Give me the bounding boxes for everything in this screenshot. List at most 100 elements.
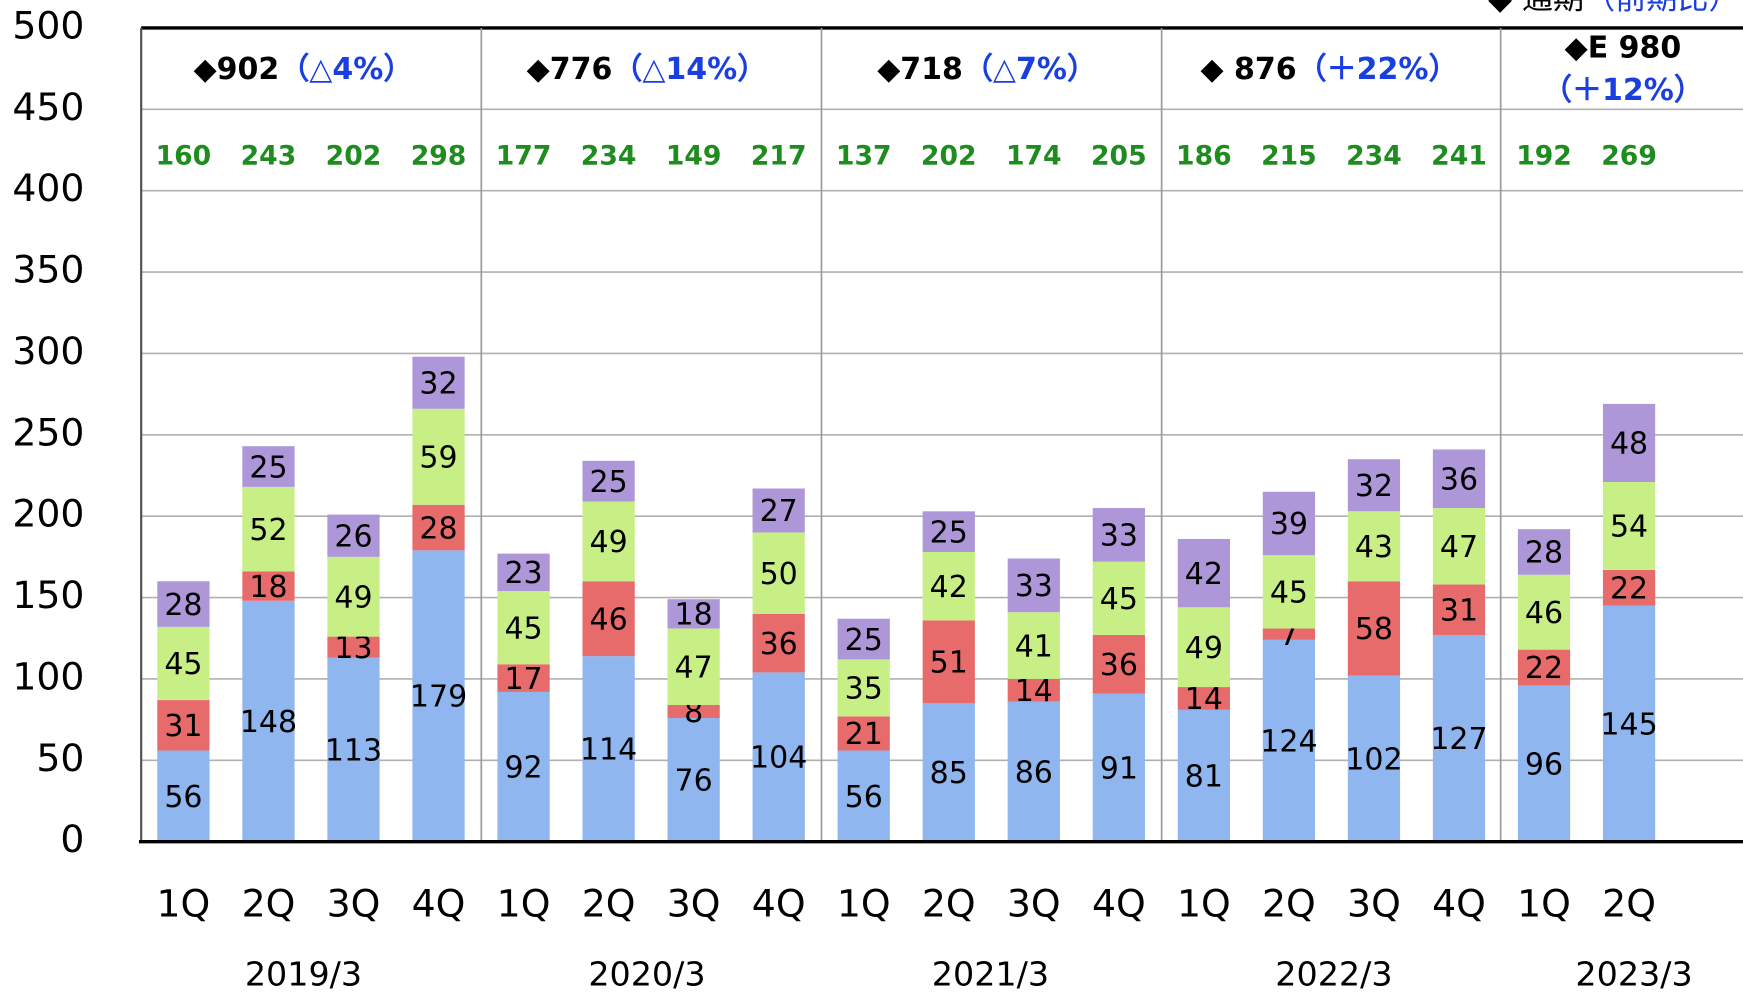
bar-segment [1347,511,1401,582]
annual-change: （＋22%） [1297,52,1459,87]
value-label: 22 [1610,572,1648,607]
bar-segment [667,599,720,629]
x-tick-label: 2Q [922,882,976,926]
annual-annotation: ◆776（△14%） [527,52,768,87]
value-label: 45 [1100,582,1138,617]
bar-segment [327,636,380,658]
value-label: 36 [1440,462,1478,497]
value-label: 91 [1100,751,1138,786]
annual-total: ◆ 876 [1201,52,1297,87]
total-label: 186 [1176,140,1232,171]
x-tick-label: 4Q [752,882,806,926]
header-note-marker: ◆ 通期 [1488,0,1584,17]
bar-segment [922,703,975,842]
bar-segment [837,750,890,842]
x-tick-label: 1Q [1517,882,1571,926]
x-tick-label: 3Q [1347,882,1401,926]
value-label: 13 [334,631,372,666]
annual-annotation: ◆718（△7%） [877,52,1097,87]
total-label: 241 [1431,140,1487,171]
bar-segment [1517,529,1571,575]
bar-segment [1177,687,1230,710]
y-tick-label: 500 [12,3,84,47]
value-label: 179 [410,680,467,715]
bar-segment [1347,581,1401,676]
annual-total: ◆718 [877,52,963,87]
value-label: 18 [249,570,287,605]
bar-segment [412,550,465,842]
bar-segment [412,356,465,409]
value-label: 17 [504,662,542,697]
value-label: 92 [504,751,542,786]
y-tick-label: 200 [12,492,84,536]
value-label: 81 [1185,759,1223,794]
value-label: 33 [1015,569,1053,604]
value-label: 114 [580,733,637,768]
bar-segment [922,551,975,621]
bar-segment [242,486,295,572]
value-label: 148 [240,705,297,740]
value-label: 14 [1015,674,1053,709]
bar-segment [837,716,890,751]
total-label: 174 [1006,140,1062,171]
bar-segment [1432,584,1486,635]
bar-segment [1007,678,1060,702]
total-label: 205 [1091,140,1147,171]
bar-segment [1007,612,1060,679]
bar-segment [327,514,380,557]
value-label: 45 [504,611,542,646]
bar-segment [1432,634,1486,842]
fiscal-year-label: 2020/3 [588,955,705,993]
fiscal-year-label: 2019/3 [245,955,362,993]
value-label: 127 [1430,722,1487,757]
value-label: 46 [590,602,628,637]
total-label: 160 [156,140,212,171]
value-label: 36 [760,627,798,662]
total-label: 215 [1261,140,1317,171]
total-label: 298 [411,140,467,171]
value-label: 25 [930,515,968,550]
bar-segment [497,691,550,842]
bar-segment [1177,607,1230,688]
bar-segment [582,581,635,657]
value-label: 50 [760,557,798,592]
value-label: 27 [760,494,798,529]
bar-segment [1602,605,1656,842]
x-tick-label: 2Q [582,882,636,926]
value-label: 49 [590,525,628,560]
total-label: 137 [836,140,892,171]
value-label: 52 [249,513,287,548]
bar-segment [582,656,635,842]
fiscal-year-label: 2023/3 [1575,955,1692,993]
bar-segment [752,613,805,673]
annual-total: ◆902 [194,52,280,87]
bar-segment [752,532,805,614]
annual-total: ◆776 [527,52,613,87]
bar-segment [1177,538,1230,608]
value-label: 28 [1525,536,1563,571]
bar-segment [1432,508,1486,585]
y-tick-label: 250 [12,410,84,454]
total-label: 269 [1601,140,1657,171]
bar-segment [1007,701,1060,842]
bar-segment [1517,685,1571,842]
x-tick-label: 4Q [412,882,466,926]
bar-segment [157,700,210,751]
value-label: 28 [164,588,202,623]
bar-segment [497,664,550,692]
y-tick-label: 400 [12,166,84,210]
value-label: 76 [675,764,713,799]
value-label: 14 [1185,682,1223,717]
bar-segment [242,600,295,842]
bar-segment [327,657,380,842]
y-tick-label: 0 [60,817,84,861]
value-label: 113 [325,733,382,768]
value-label: 104 [750,741,807,776]
annual-change: （△7%） [963,52,1097,87]
value-label: 47 [1440,530,1478,565]
header-note-paren: （前期比） [1584,0,1740,17]
bar-segment [752,488,805,533]
value-label: 58 [1355,612,1393,647]
value-label: 22 [1525,651,1563,686]
